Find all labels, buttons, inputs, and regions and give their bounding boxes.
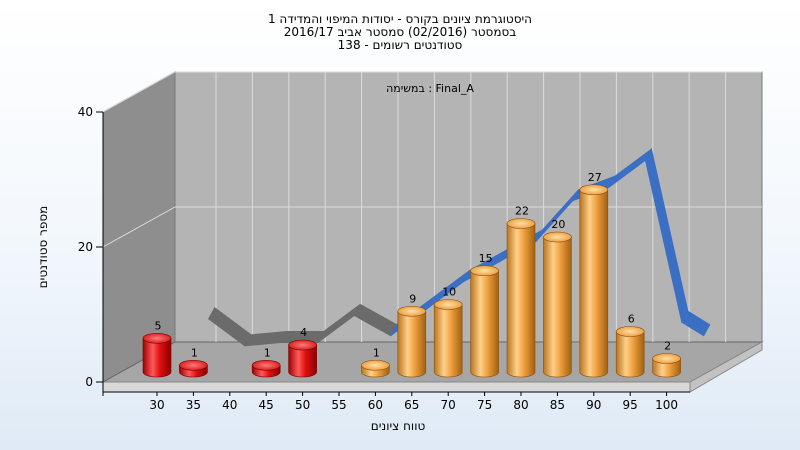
bar-value-label: 1 <box>264 346 271 359</box>
bar-body <box>470 270 499 378</box>
title-line-2: בסמסטר (02/2016) סמסטר אביב 2016/17 <box>284 25 516 39</box>
bar-value-label: 15 <box>479 252 493 265</box>
bar-value-label: 9 <box>409 292 416 305</box>
x-tick-label: 85 <box>550 398 565 412</box>
y-tick-label: 20 <box>78 240 93 254</box>
bar-value-label: 6 <box>628 313 635 326</box>
curve-segment <box>681 310 711 337</box>
bar-body <box>142 337 172 378</box>
bar-top <box>433 299 463 310</box>
bar <box>506 218 536 378</box>
bar-body <box>397 310 427 378</box>
bar-body <box>543 236 572 378</box>
bar-top <box>179 359 208 371</box>
bar <box>615 326 645 378</box>
chart-title: היסטוגרמת ציונים בקורס - יסודות המיפוי ו… <box>268 12 532 52</box>
bar-body <box>506 223 536 378</box>
bar-value-label: 22 <box>515 205 529 218</box>
bar-top <box>543 231 572 243</box>
bar <box>652 353 681 378</box>
bar <box>433 299 463 378</box>
bar-value-label: 20 <box>551 218 565 231</box>
bar-top <box>251 359 281 371</box>
y-tick-label: 0 <box>85 375 93 389</box>
bar <box>543 231 572 378</box>
bar-top <box>470 265 499 277</box>
bar <box>361 359 390 378</box>
y-axis-title: מספר סטודנטים <box>36 206 50 289</box>
series-label: במשימה : Final_A <box>386 82 474 95</box>
x-tick-label: 80 <box>513 398 528 412</box>
x-tick-label: 65 <box>404 398 419 412</box>
x-tick-label: 95 <box>623 398 638 412</box>
bars <box>142 184 681 378</box>
bar-top <box>361 359 390 371</box>
bar <box>397 305 427 378</box>
bar-top <box>579 184 609 196</box>
x-tick-label: 55 <box>331 398 346 412</box>
bar-top <box>615 326 645 337</box>
bar-value-label: 2 <box>664 340 671 353</box>
bar-body <box>615 331 645 378</box>
bar-top <box>506 218 536 229</box>
side-gridline <box>102 71 176 113</box>
x-tick-label: 45 <box>259 398 274 412</box>
side-gridline <box>102 206 176 248</box>
bar-value-label: 5 <box>155 319 162 332</box>
bar-body <box>433 304 463 378</box>
bar-top <box>652 353 681 364</box>
x-tick-label: 90 <box>586 398 601 412</box>
bar <box>251 359 281 378</box>
bar <box>579 184 609 378</box>
bar-value-label: 27 <box>588 171 602 184</box>
x-tick-label: 40 <box>222 398 237 412</box>
x-tick-label: 35 <box>186 398 201 412</box>
y-tick-label: 40 <box>78 105 93 119</box>
bar-value-label: 1 <box>373 346 380 359</box>
y-axis-ticks: 0 20 40 <box>78 105 103 389</box>
x-tick-label: 75 <box>477 398 492 412</box>
x-tick-label: 50 <box>295 398 310 412</box>
title-line-1: היסטוגרמת ציונים בקורס - יסודות המיפוי ו… <box>268 12 532 26</box>
x-tick-label: 30 <box>149 398 164 412</box>
bar-value-label: 4 <box>300 326 307 339</box>
bar-top <box>397 305 427 317</box>
value-labels: 5 1 1 4 1 9 10 15 22 20 27 6 2 <box>155 171 672 360</box>
bar-value-label: 10 <box>442 286 456 299</box>
x-tick-label: 100 <box>655 398 678 412</box>
x-tick-label: 60 <box>368 398 383 412</box>
x-axis-ticks: 30 35 40 45 50 55 60 65 70 75 80 85 90 95 100 <box>102 392 678 412</box>
bar-value-label: 1 <box>191 346 198 359</box>
bar <box>179 359 208 378</box>
bar <box>470 265 499 378</box>
title-line-3: סטודנטים רשומים - 138 <box>338 38 463 52</box>
chart-floor-edge <box>102 381 691 393</box>
bar-top <box>288 339 317 351</box>
x-tick-label: 70 <box>441 398 456 412</box>
bar-body <box>579 189 609 378</box>
bar <box>142 332 172 378</box>
bar-top <box>142 332 172 344</box>
bar <box>288 339 317 378</box>
bar-body <box>288 344 317 378</box>
chart-floor-edge-side <box>689 341 763 393</box>
x-axis-title: טווח ציונים <box>371 419 426 433</box>
